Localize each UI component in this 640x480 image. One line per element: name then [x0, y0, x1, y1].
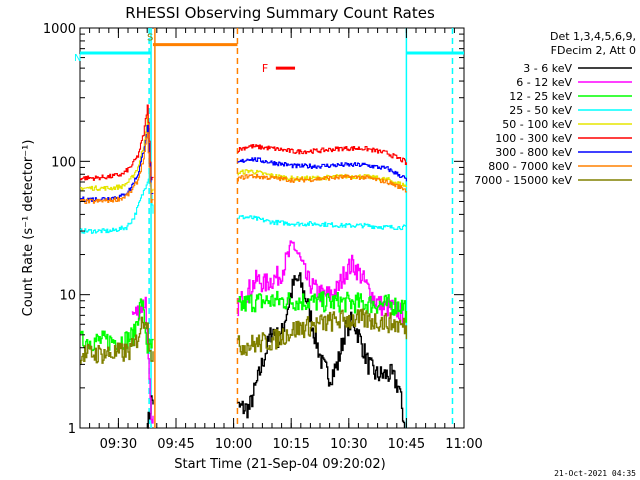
- series-line-3-1: [237, 214, 407, 231]
- legend-header-line: Det 1,3,4,5,6,9,: [550, 30, 636, 43]
- x-tick-label: 10:30: [330, 437, 367, 452]
- legend: Det 1,3,4,5,6,9,FDecim 2, Att 0 3 - 6 keV…: [474, 30, 636, 187]
- x-tick-label: 09:45: [157, 437, 194, 452]
- x-tick-label: 09:30: [100, 437, 137, 452]
- x-tick-label: 11:00: [445, 437, 482, 452]
- y-axis-label: Count Rate (s⁻¹ detector⁻¹): [21, 140, 36, 317]
- x-tick-label: 10:00: [215, 437, 252, 452]
- series-line-7-1: [237, 173, 407, 193]
- chart-title: RHESSI Observing Summary Count Rates: [125, 4, 435, 22]
- series-line-6-1: [237, 157, 407, 182]
- series-line-2-0: [80, 298, 154, 354]
- legend-entry-label: 50 - 100 keV: [502, 118, 572, 131]
- legend-entry-label: 800 - 7000 keV: [488, 160, 572, 173]
- series-line-8-0: [80, 316, 154, 365]
- series-line-2-1: [237, 290, 408, 323]
- series-line-8-1: [237, 308, 408, 356]
- series-line-0-0: [147, 395, 154, 429]
- legend-entry-label: 25 - 50 keV: [509, 104, 572, 117]
- series-line-3-0: [80, 173, 154, 234]
- flag-layer: S N F: [74, 33, 464, 75]
- legend-entry-label: 100 - 300 keV: [495, 132, 572, 145]
- legend-header-line: FDecim 2, Att 0: [551, 44, 636, 57]
- y-tick-label: 100: [51, 155, 76, 170]
- tick-layer: 1 10 100 1000 09:30 09:45 10:00 10:15 10:30 10:45…: [43, 22, 483, 452]
- series-line-4-0: [80, 113, 154, 194]
- marker-layer: [148, 28, 454, 428]
- y-tick-label: 1: [68, 422, 76, 437]
- series-line-1-1: [237, 240, 406, 325]
- series-line-5-0: [80, 104, 154, 181]
- series-line-7-0: [80, 132, 154, 204]
- footer-timestamp: 21-Oct-2021 04:35: [554, 469, 636, 478]
- flag-label-N: N: [74, 53, 81, 64]
- series-line-5-1: [237, 144, 407, 165]
- legend-entry-label: 300 - 800 keV: [495, 146, 572, 159]
- legend-entry-label: 12 - 25 keV: [509, 90, 572, 103]
- series-line-0-1: [237, 272, 406, 428]
- legend-entry-label: 7000 - 15000 keV: [474, 174, 572, 187]
- legend-entry-label: 6 - 12 keV: [516, 76, 572, 89]
- flag-label-S: S: [147, 33, 153, 44]
- series-layer: [80, 104, 408, 429]
- y-tick-label: 10: [59, 289, 76, 304]
- series-line-1-0: [131, 296, 154, 424]
- x-tick-label: 10:45: [388, 437, 425, 452]
- flare-marker-label: F: [262, 62, 268, 75]
- y-tick-label: 1000: [43, 22, 76, 37]
- x-axis-label: Start Time (21-Sep-04 09:20:02): [174, 457, 385, 472]
- legend-entry-label: 3 - 6 keV: [523, 62, 572, 75]
- x-tick-label: 10:15: [272, 437, 309, 452]
